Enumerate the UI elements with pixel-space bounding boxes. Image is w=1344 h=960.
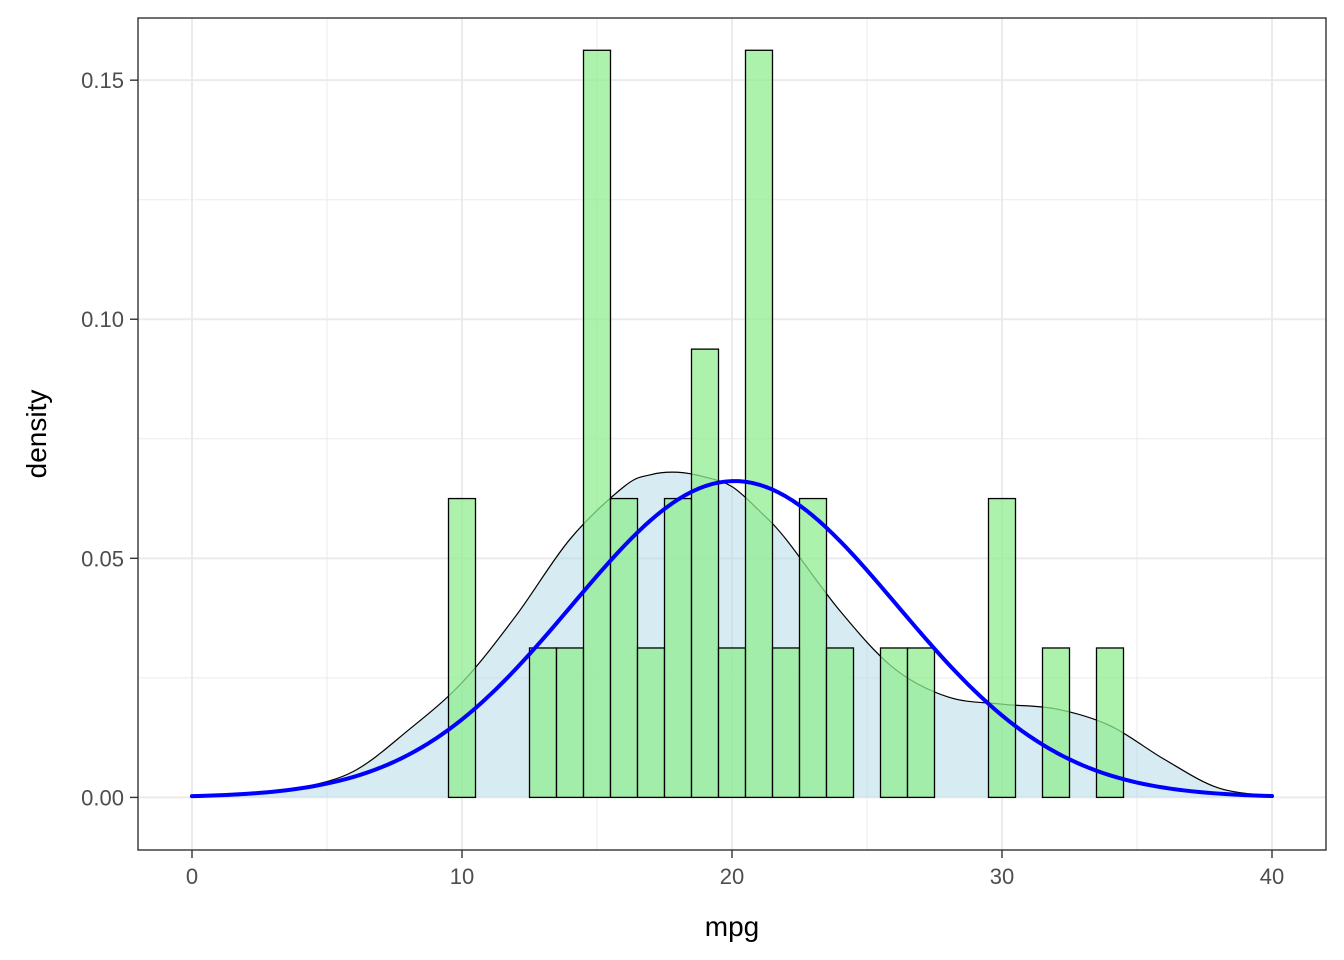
normal-fit-curve bbox=[190, 479, 1274, 799]
histogram-bar bbox=[663, 497, 693, 799]
histogram-bar bbox=[825, 647, 855, 799]
y-axis: 0.00 0.05 0.10 0.15 bbox=[81, 68, 138, 810]
histogram-bar bbox=[771, 647, 801, 799]
histogram-bar bbox=[690, 348, 720, 799]
x-tick-label: 20 bbox=[720, 864, 744, 889]
y-tick-label: 0.00 bbox=[81, 785, 124, 810]
histogram-bar bbox=[717, 647, 747, 799]
y-tick-label: 0.10 bbox=[81, 307, 124, 332]
histogram-bar bbox=[798, 497, 828, 799]
histogram-bar bbox=[906, 647, 936, 799]
histogram-bar bbox=[744, 49, 774, 799]
histogram-bar bbox=[447, 497, 477, 799]
histogram-bar bbox=[987, 497, 1017, 799]
histogram-bar bbox=[555, 647, 585, 799]
y-axis-title: density bbox=[21, 390, 52, 479]
histogram-layer bbox=[447, 49, 1125, 799]
histogram-bar bbox=[582, 49, 612, 799]
histogram-bar bbox=[1041, 647, 1071, 799]
histogram-bar bbox=[879, 647, 909, 799]
x-tick-label: 40 bbox=[1260, 864, 1284, 889]
x-axis: 0 10 20 30 40 bbox=[186, 850, 1284, 889]
normal-curve-layer bbox=[190, 479, 1274, 799]
y-tick-label: 0.15 bbox=[81, 68, 124, 93]
x-tick-label: 30 bbox=[990, 864, 1014, 889]
x-tick-label: 0 bbox=[186, 864, 198, 889]
histogram-bar bbox=[636, 647, 666, 799]
y-tick-label: 0.05 bbox=[81, 546, 124, 571]
x-axis-title: mpg bbox=[705, 911, 759, 942]
x-tick-label: 10 bbox=[450, 864, 474, 889]
histogram-bar bbox=[528, 647, 558, 799]
